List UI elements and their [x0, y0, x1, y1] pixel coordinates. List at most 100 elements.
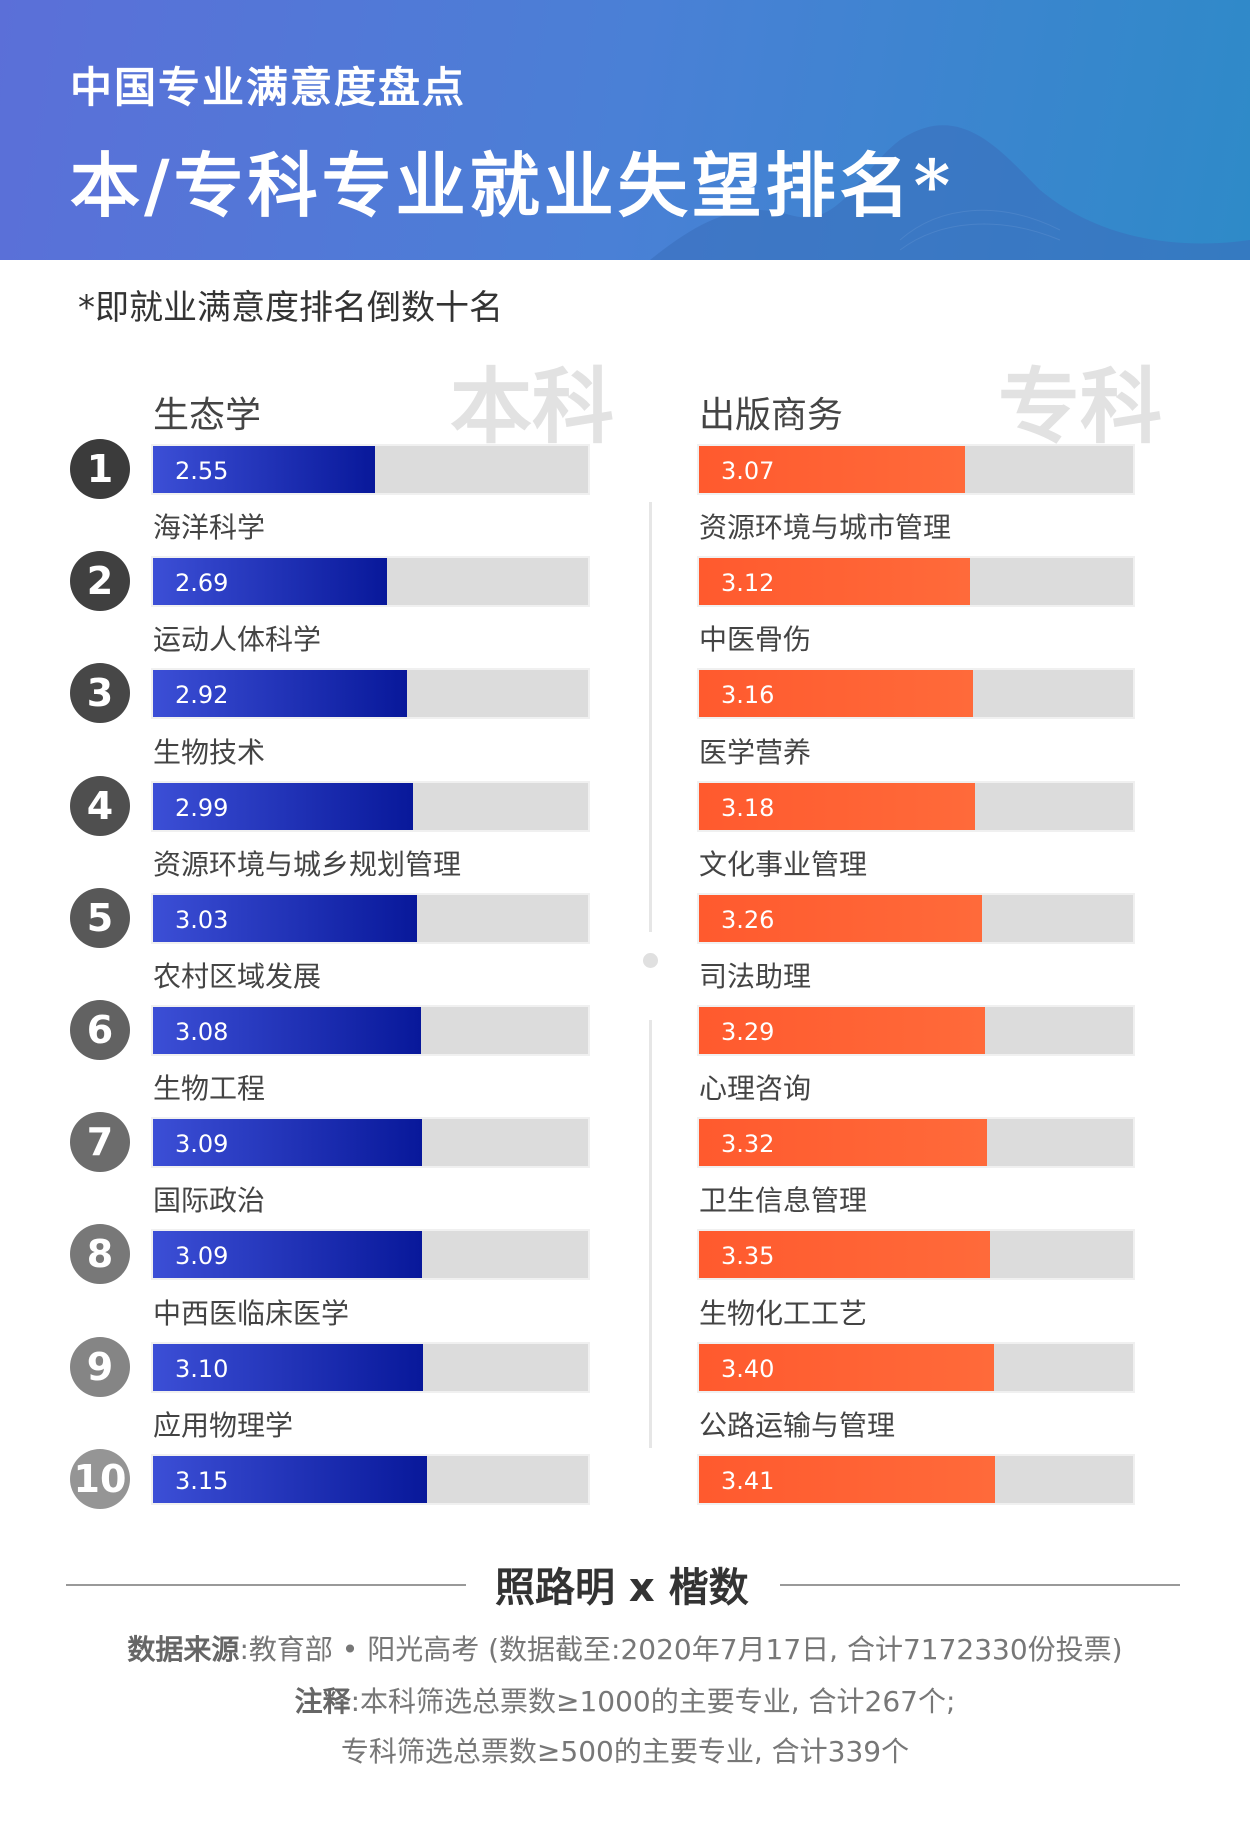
- junior-bar-value: 3.12: [721, 569, 775, 598]
- junior-bar-track: 3.29: [697, 1005, 1135, 1056]
- source-text: :教育部 • 阳光高考 (数据截至:2020年7月17日, 合计7172330份…: [239, 1633, 1123, 1666]
- undergrad-bar-track: 2.92: [151, 668, 590, 720]
- undergrad-category-label: 国际政治: [153, 1184, 266, 1218]
- note-text-1: :本科筛选总票数≥1000的主要专业, 合计267个;: [350, 1685, 956, 1718]
- junior-category-label: 中医骨伤: [699, 623, 812, 657]
- undergrad-bar-track: 3.15: [151, 1453, 590, 1505]
- junior-bar-value: 3.41: [721, 1466, 775, 1495]
- header-title: 本/专科专业就业失望排名*: [70, 144, 955, 227]
- footer-rule-right: [780, 1584, 1180, 1586]
- rank-badge: 10: [70, 1448, 130, 1509]
- brand-logo: 照路明 x 楷数: [495, 1565, 749, 1611]
- undergrad-bar-value: 3.15: [175, 1466, 229, 1495]
- undergrad-category-label: 中西医临床医学: [153, 1296, 350, 1330]
- rank-badge: 1: [70, 439, 130, 499]
- note-label: 注释: [294, 1685, 351, 1718]
- junior-category-label: 医学营养: [699, 735, 812, 769]
- undergrad-bar-track: 2.55: [151, 444, 590, 495]
- undergrad-category-label: 生物工程: [153, 1072, 266, 1106]
- undergrad-bar-track: 3.03: [151, 892, 590, 944]
- junior-bar-track: 3.32: [697, 1117, 1135, 1169]
- rank-badge: 4: [70, 775, 130, 836]
- junior-bar: 3.12: [699, 558, 970, 606]
- undergrad-category-label: 资源环境与城乡规划管理: [153, 847, 462, 881]
- junior-bar: 3.26: [699, 894, 982, 942]
- undergrad-bar-track: 3.08: [151, 1005, 590, 1056]
- undergrad-category-label: 生态学: [153, 395, 262, 436]
- junior-bar-track: 3.35: [697, 1229, 1135, 1281]
- undergrad-bar-value: 3.09: [175, 1242, 229, 1271]
- note-line-1: 注释:本科筛选总票数≥1000的主要专业, 合计267个;: [0, 1680, 1250, 1720]
- undergrad-bar: 3.08: [153, 1007, 421, 1054]
- undergrad-bar: 3.09: [153, 1231, 422, 1279]
- source-label: 数据来源: [127, 1633, 240, 1666]
- junior-bar: 3.32: [699, 1119, 988, 1167]
- junior-bar: 3.35: [699, 1231, 990, 1279]
- rank-badge: 9: [70, 1336, 130, 1397]
- undergrad-bar-value: 2.99: [175, 793, 229, 822]
- column-divider: [649, 1020, 652, 1448]
- divider-dot: [643, 953, 658, 968]
- junior-bar-track: 3.40: [697, 1341, 1135, 1393]
- undergrad-bar: 2.99: [153, 782, 414, 830]
- undergrad-bar-track: 3.09: [151, 1229, 590, 1281]
- rank-badge: 8: [70, 1224, 130, 1285]
- undergrad-bar: 3.15: [153, 1455, 428, 1503]
- mountain-decoration: [650, 125, 1250, 260]
- junior-category-label: 资源环境与城市管理: [699, 511, 952, 545]
- undergrad-bar-value: 3.09: [175, 1130, 229, 1159]
- rank-badge: 3: [70, 663, 130, 724]
- undergrad-bar-track: 3.10: [151, 1341, 590, 1393]
- junior-bar-track: 3.41: [697, 1453, 1135, 1505]
- junior-bar-value: 3.07: [721, 457, 775, 485]
- watermark-undergrad: 本科: [450, 360, 615, 455]
- junior-bar: 3.29: [699, 1007, 985, 1054]
- junior-bar-track: 3.16: [697, 668, 1135, 720]
- junior-bar-track: 3.26: [697, 892, 1135, 944]
- undergrad-bar-value: 3.10: [175, 1354, 229, 1383]
- undergrad-bar: 3.03: [153, 894, 417, 942]
- junior-bar: 3.16: [699, 670, 974, 718]
- undergrad-bar-track: 2.69: [151, 556, 590, 608]
- undergrad-bar: 2.69: [153, 558, 388, 606]
- junior-bar-value: 3.35: [721, 1242, 775, 1271]
- rank-badge: 5: [70, 887, 130, 948]
- junior-category-label: 司法助理: [699, 960, 812, 993]
- column-divider: [649, 502, 652, 932]
- junior-category-label: 公路运输与管理: [699, 1408, 896, 1442]
- header-banner: 中国专业满意度盘点 本/专科专业就业失望排名*: [0, 0, 1250, 260]
- undergrad-bar: 2.92: [153, 670, 408, 718]
- rank-badge: 2: [70, 551, 130, 612]
- rank-badge: 7: [70, 1112, 130, 1173]
- junior-bar-value: 3.29: [721, 1018, 775, 1046]
- undergrad-category-label: 海洋科学: [153, 511, 266, 545]
- undergrad-bar-value: 3.08: [175, 1018, 229, 1046]
- watermark-junior: 专科: [998, 360, 1163, 455]
- junior-bar-track: 3.07: [697, 444, 1135, 495]
- undergrad-bar: 3.10: [153, 1343, 423, 1391]
- junior-bar-value: 3.26: [721, 905, 775, 934]
- undergrad-category-label: 应用物理学: [153, 1408, 294, 1442]
- junior-category-label: 心理咨询: [699, 1072, 812, 1106]
- source-line: 数据来源:教育部 • 阳光高考 (数据截至:2020年7月17日, 合计7172…: [0, 1628, 1250, 1668]
- undergrad-category-label: 农村区域发展: [153, 960, 322, 993]
- rank-badge: 6: [70, 1000, 130, 1060]
- junior-bar-value: 3.40: [721, 1354, 775, 1383]
- undergrad-category-label: 运动人体科学: [153, 623, 322, 657]
- header-kicker: 中国专业满意度盘点: [70, 63, 467, 112]
- undergrad-bar-track: 2.99: [151, 780, 590, 832]
- junior-category-label: 文化事业管理: [699, 847, 868, 881]
- junior-bar-track: 3.12: [697, 556, 1135, 608]
- junior-bar-track: 3.18: [697, 780, 1135, 832]
- undergrad-bar-value: 2.55: [175, 457, 229, 485]
- junior-bar: 3.41: [699, 1455, 995, 1503]
- junior-category-label: 生物化工工艺: [699, 1296, 868, 1330]
- junior-bar-value: 3.32: [721, 1130, 775, 1159]
- undergrad-bar-value: 3.03: [175, 905, 229, 934]
- footer-rule-left: [66, 1584, 466, 1586]
- junior-category-label: 出版商务: [699, 395, 844, 436]
- junior-bar-value: 3.18: [721, 793, 775, 822]
- note-line-2: 专科筛选总票数≥500的主要专业, 合计339个: [340, 1735, 910, 1768]
- junior-category-label: 卫生信息管理: [699, 1184, 868, 1218]
- junior-bar: 3.18: [699, 782, 976, 830]
